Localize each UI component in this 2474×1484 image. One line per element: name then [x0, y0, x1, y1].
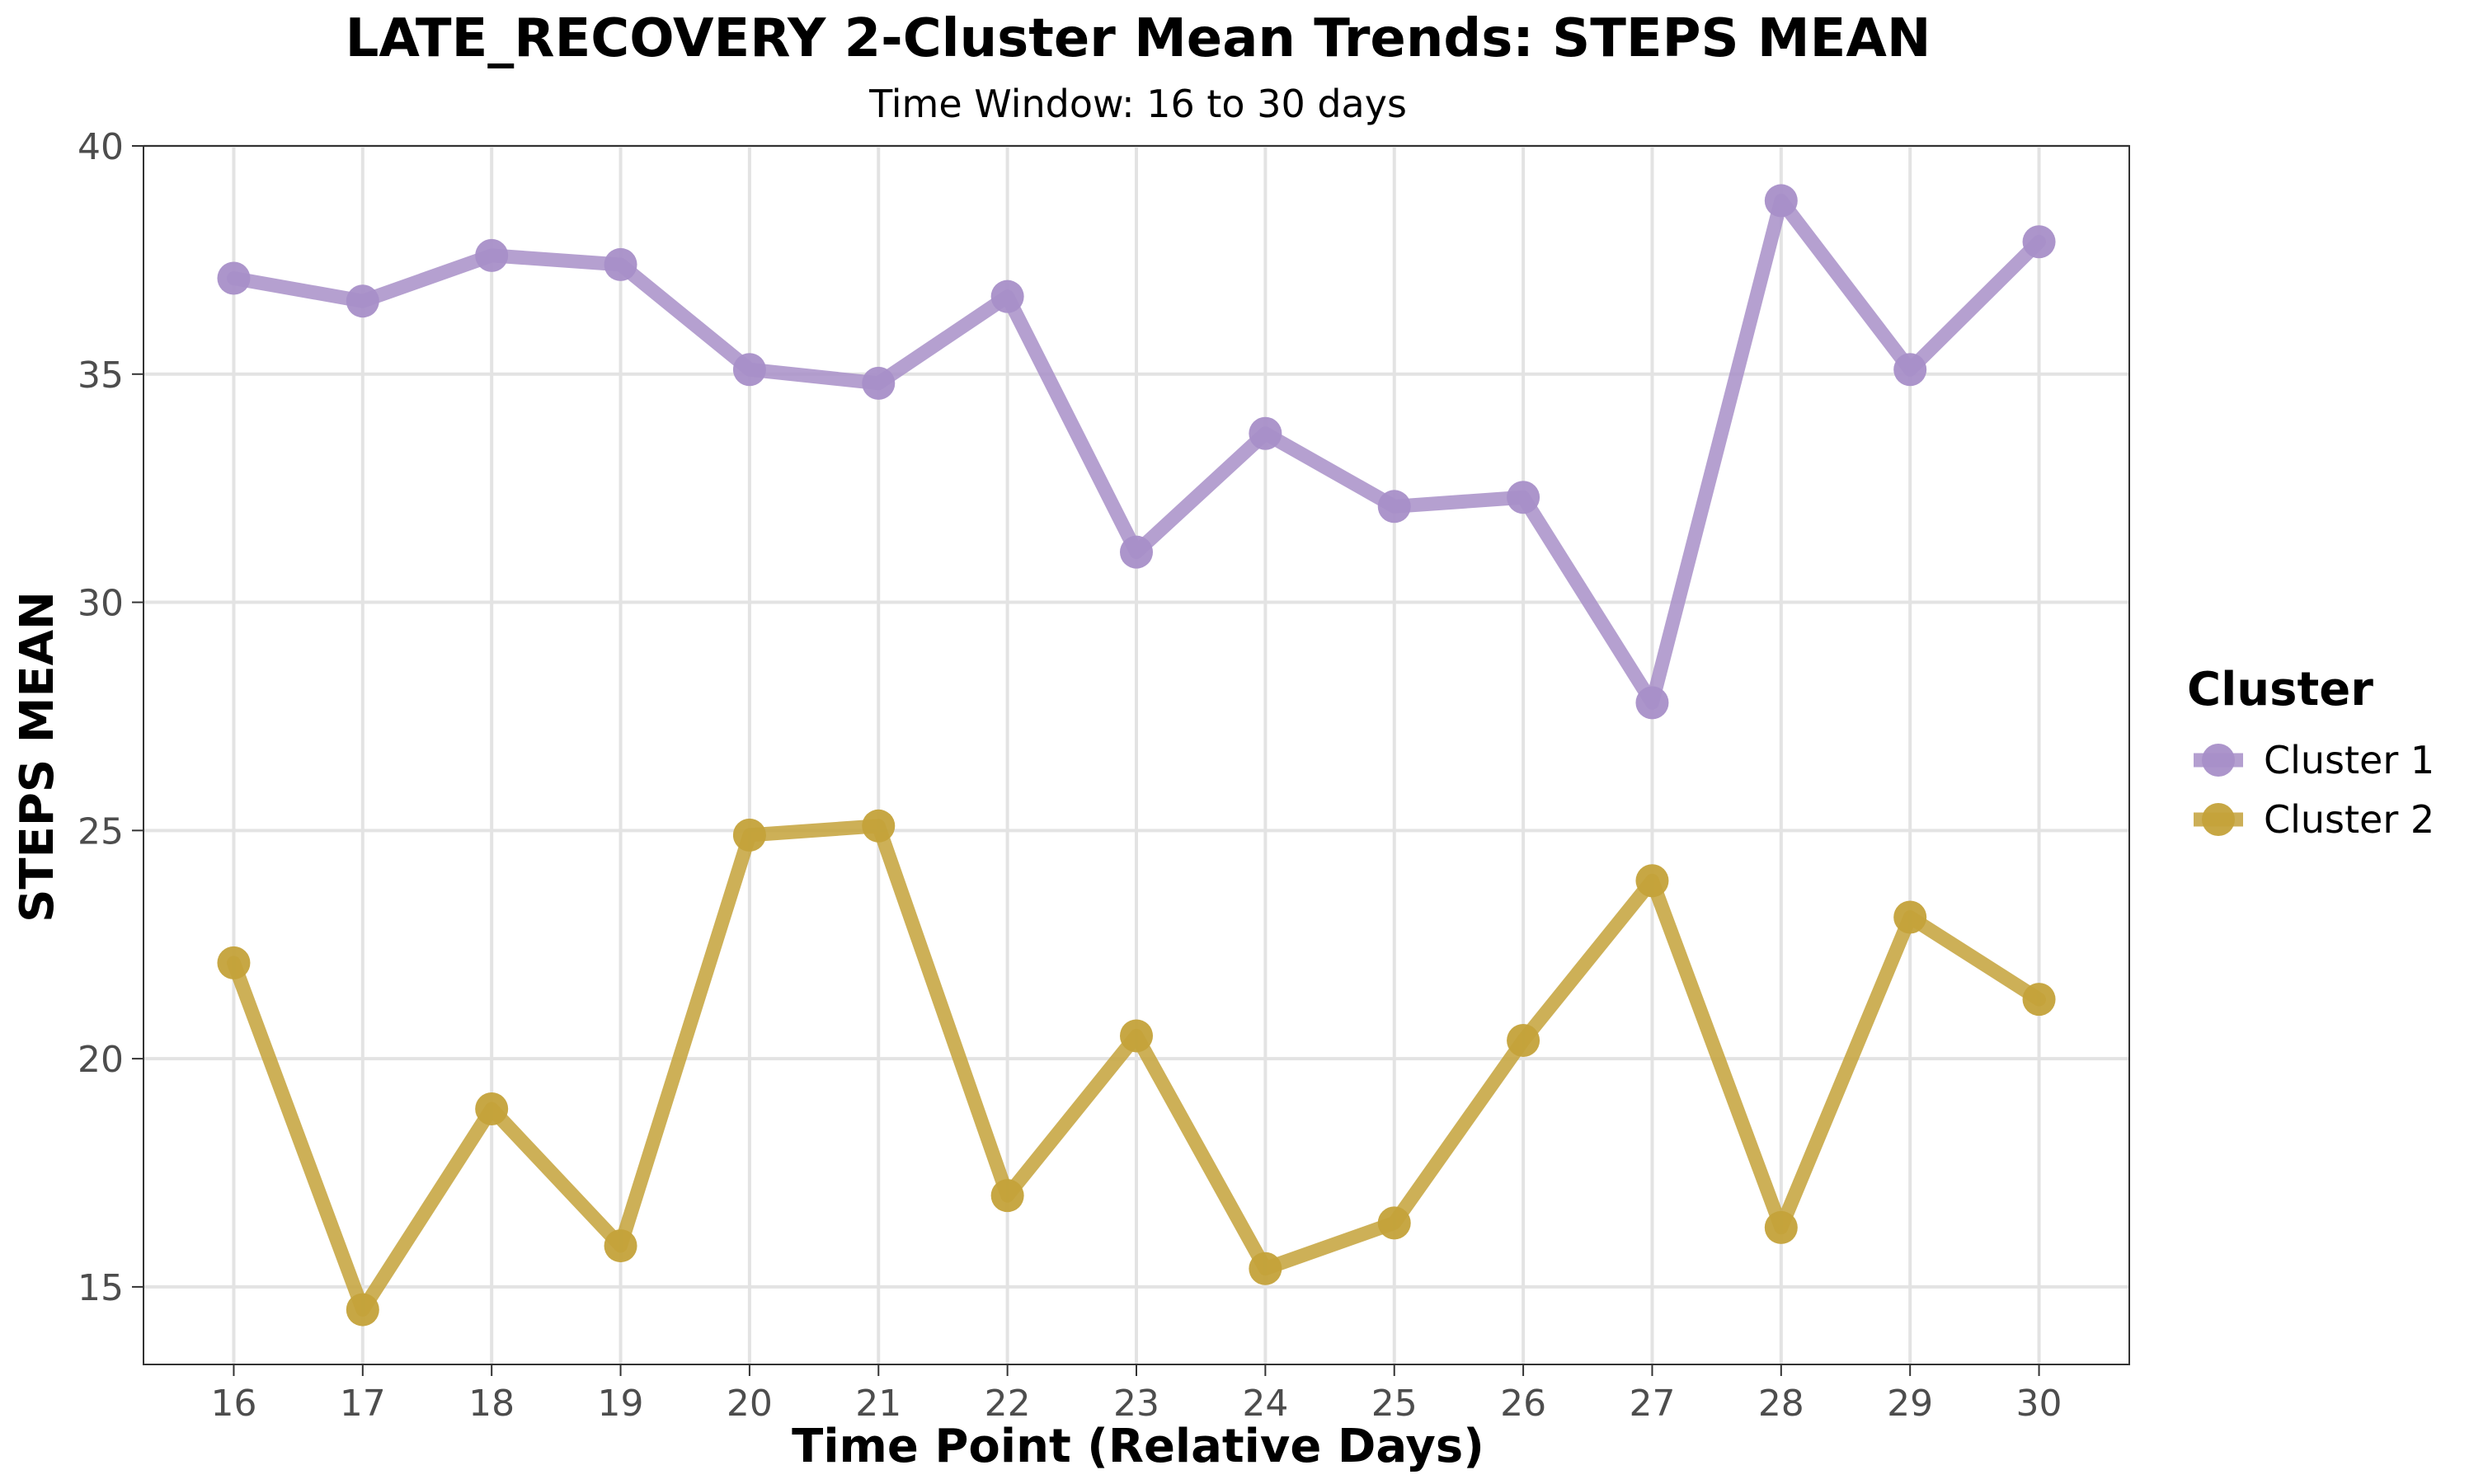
series-cluster-1-point	[862, 366, 896, 400]
series-cluster-1-point	[346, 284, 379, 318]
y-tick-label: 25	[78, 810, 124, 852]
x-tick-label: 23	[1113, 1383, 1159, 1425]
series-cluster-1-point	[1893, 353, 1927, 387]
series-cluster-1-point	[732, 353, 766, 387]
x-tick-label: 24	[1242, 1383, 1288, 1425]
x-tick-label: 16	[210, 1383, 256, 1425]
x-tick-label: 20	[727, 1383, 773, 1425]
series-cluster-2-point	[2022, 983, 2056, 1017]
series-cluster-2-point	[1249, 1252, 1282, 1285]
series-cluster-2-point	[862, 809, 896, 843]
series-cluster-1-point	[1120, 535, 1153, 569]
legend-key-point	[2202, 744, 2235, 777]
legend-items: Cluster 1 Cluster 2	[2194, 738, 2434, 842]
legend-label: Cluster 1	[2264, 738, 2434, 782]
x-tick-label: 17	[340, 1383, 386, 1425]
plot-area	[143, 144, 2130, 1365]
chart-subtitle: Time Window: 16 to 30 days	[868, 82, 1407, 126]
x-tick-label: 18	[468, 1383, 515, 1425]
series-cluster-1-point	[604, 247, 637, 281]
x-tick-label: 19	[598, 1383, 644, 1425]
legend-label: Cluster 2	[2264, 797, 2434, 842]
series-cluster-2-point	[604, 1229, 637, 1263]
x-axis: 16 17 18 19 20 21 22 23 24 25 26 27 28 29 30	[210, 1364, 2062, 1425]
series-cluster-2-point	[217, 946, 251, 979]
y-tick-label: 15	[78, 1267, 124, 1309]
series-cluster-1-point	[1635, 686, 1669, 720]
x-tick-label: 28	[1758, 1383, 1804, 1425]
series-cluster-1-point	[2022, 225, 2056, 259]
series-cluster-1-point	[1507, 481, 1540, 514]
series-cluster-2-point	[346, 1293, 379, 1327]
grid	[143, 144, 2129, 1364]
series-cluster-2-point	[475, 1092, 509, 1126]
series-cluster-2-point	[1635, 864, 1669, 898]
x-tick-label: 27	[1629, 1383, 1675, 1425]
series-cluster-1-point	[217, 261, 251, 295]
series-layer	[217, 184, 2056, 1327]
series-cluster-2-point	[1377, 1206, 1411, 1240]
legend-key-point	[2202, 803, 2235, 836]
series-cluster-2-point	[1764, 1210, 1798, 1244]
series-cluster-1	[217, 184, 2056, 720]
x-tick-label: 21	[855, 1383, 901, 1425]
x-tick-label: 22	[985, 1383, 1031, 1425]
series-cluster-2-point	[732, 818, 766, 852]
series-cluster-1-point	[1249, 416, 1282, 450]
x-tick-label: 29	[1887, 1383, 1933, 1425]
legend-item-cluster-1: Cluster 1	[2194, 738, 2434, 782]
y-axis: 15 20 25 30 35 40	[78, 126, 143, 1309]
series-cluster-1-point	[990, 279, 1024, 313]
series-cluster-2-point	[990, 1179, 1024, 1213]
chart-title: LATE_RECOVERY 2-Cluster Mean Trends: STE…	[346, 8, 1931, 69]
series-cluster-1-point	[1764, 184, 1798, 218]
series-cluster-1-point	[475, 238, 509, 272]
legend-item-cluster-2: Cluster 2	[2194, 797, 2434, 842]
series-cluster-2-point	[1120, 1019, 1153, 1053]
x-tick-label: 26	[1500, 1383, 1546, 1425]
legend: Cluster Cluster 1 Cluster 2	[2187, 663, 2434, 842]
legend-title: Cluster	[2187, 663, 2373, 716]
x-axis-title: Time Point (Relative Days)	[792, 1420, 1484, 1473]
series-cluster-1-point	[1377, 490, 1411, 524]
y-tick-label: 35	[78, 355, 124, 397]
series-cluster-2-point	[1893, 900, 1927, 934]
x-tick-label: 25	[1371, 1383, 1418, 1425]
series-cluster-2-point	[1507, 1023, 1540, 1057]
y-tick-label: 30	[78, 583, 124, 625]
x-tick-label: 30	[2016, 1383, 2062, 1425]
y-axis-title: STEPS MEAN	[11, 591, 64, 923]
series-cluster-2	[217, 809, 2056, 1327]
y-tick-label: 20	[78, 1039, 124, 1081]
y-tick-label: 40	[78, 126, 124, 168]
